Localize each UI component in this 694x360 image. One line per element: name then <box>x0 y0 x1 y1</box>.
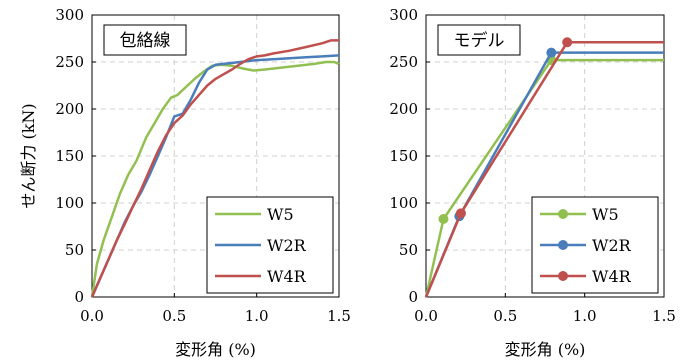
y-tick-label: 100 <box>55 194 84 212</box>
y-tick-label: 150 <box>389 147 418 165</box>
panel-2: 0.0 0.5 1.0 1.5 0 50 100 150 200 250 300 変形角 (%) モデル… <box>389 6 676 359</box>
x-tick-label: 1.5 <box>652 307 676 325</box>
data-point-w5 <box>438 213 449 224</box>
x-tick-label: 0.0 <box>80 307 104 325</box>
y-tick-label: 0 <box>74 288 84 306</box>
y-tick-label: 50 <box>65 241 84 259</box>
y-tick-label: 100 <box>389 194 418 212</box>
legend: W5 W2R W4R <box>531 196 659 294</box>
legend-label-w2r: W2R <box>592 236 632 255</box>
x-tick-label: 0.5 <box>493 307 517 325</box>
series-line-w5 <box>90 60 340 298</box>
x-axis-title: 変形角 (%) <box>505 340 586 359</box>
series-line-w4r <box>90 39 339 298</box>
y-tick-label: 200 <box>55 100 84 118</box>
y-axis-title: せん断力 (kN) <box>19 103 38 208</box>
y-tick-label: 0 <box>408 288 418 306</box>
data-point-w4r <box>455 208 466 219</box>
legend-label-w4r: W4R <box>592 267 632 286</box>
x-axis-title: 変形角 (%) <box>175 340 256 359</box>
y-tick-label: 200 <box>389 100 418 118</box>
legend-label-w5: W5 <box>592 205 619 224</box>
legend-label-w2r: W2R <box>267 236 307 255</box>
y-tick-label: 300 <box>389 6 418 24</box>
legend-label-w5: W5 <box>267 205 294 224</box>
legend-label-w4r: W4R <box>267 267 307 286</box>
y-tick-label: 250 <box>55 53 84 71</box>
panel-label: 包絡線 <box>120 31 171 51</box>
x-tick-label: 0.5 <box>162 307 186 325</box>
legend-marker-w4r <box>558 271 568 281</box>
x-tick-label: 1.0 <box>245 307 269 325</box>
x-tick-label: 0.0 <box>414 307 438 325</box>
x-tick-label: 1.0 <box>573 307 597 325</box>
panel-label: モデル <box>454 30 505 51</box>
legend: W5 W2R W4R <box>206 196 334 294</box>
data-point-w4r <box>562 37 573 48</box>
panel-1: 0.0 0.5 1.0 1.5 0 50 100 150 200 250 300 変形角 (%) せん断… <box>19 6 351 359</box>
y-tick-label: 150 <box>55 147 84 165</box>
x-tick-label: 1.5 <box>327 307 351 325</box>
y-tick-label: 300 <box>55 6 84 24</box>
data-point-w2r <box>546 47 557 58</box>
series-line-w5 <box>424 58 664 298</box>
legend-marker-w5 <box>558 209 568 219</box>
y-tick-label: 250 <box>389 53 418 71</box>
series-line-w4r <box>424 41 664 298</box>
panel-label-box <box>437 24 521 56</box>
y-tick-label: 50 <box>399 241 418 259</box>
panel-label-box <box>103 24 187 56</box>
legend-marker-w2r <box>558 240 568 250</box>
